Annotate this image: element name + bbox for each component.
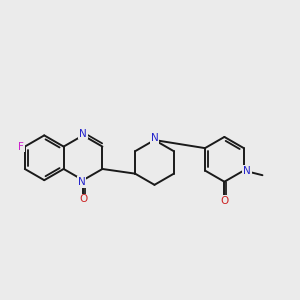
Text: N: N [151,133,158,143]
Text: N: N [78,177,86,187]
Text: O: O [79,194,87,205]
Text: F: F [18,142,24,152]
Text: N: N [243,166,251,176]
Text: O: O [220,196,229,206]
Text: N: N [79,128,87,139]
